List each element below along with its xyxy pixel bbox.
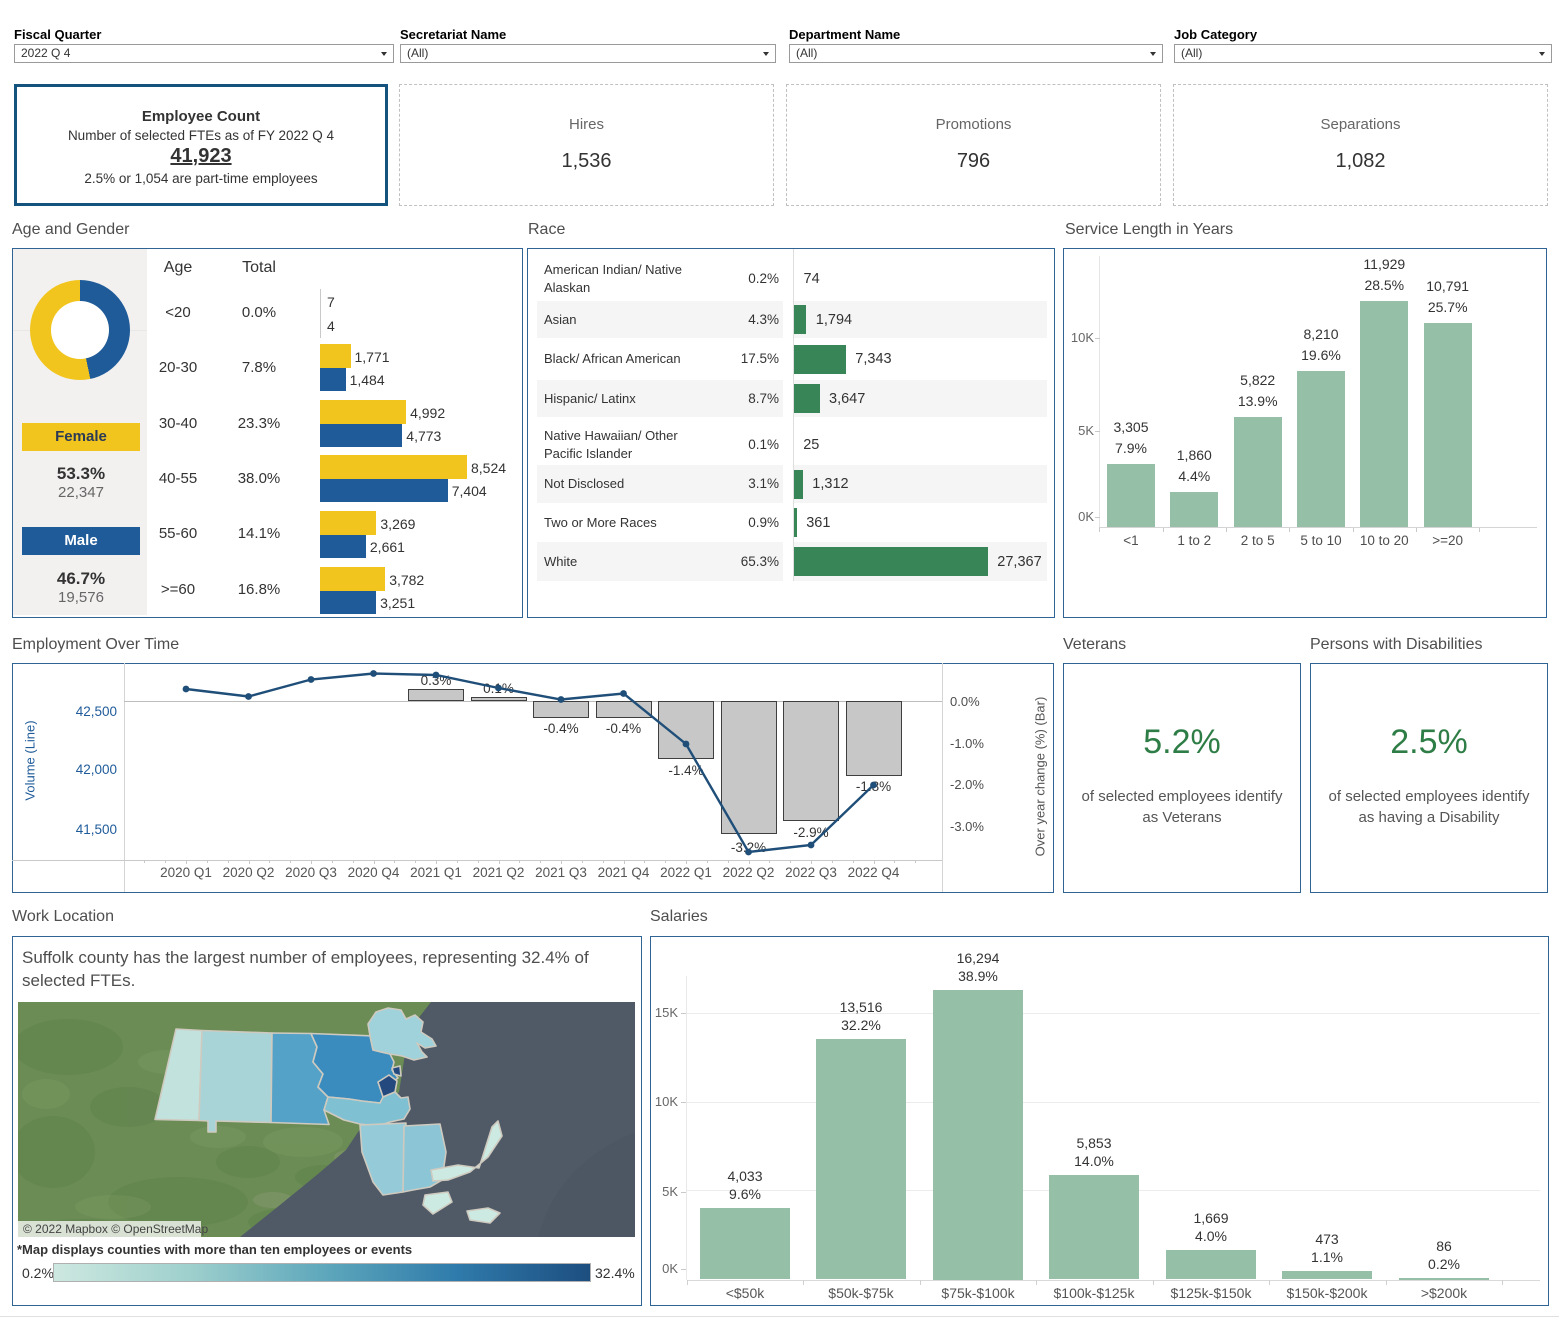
svg-text:© 2022 Mapbox © OpenStreetMap: © 2022 Mapbox © OpenStreetMap (23, 1222, 208, 1236)
